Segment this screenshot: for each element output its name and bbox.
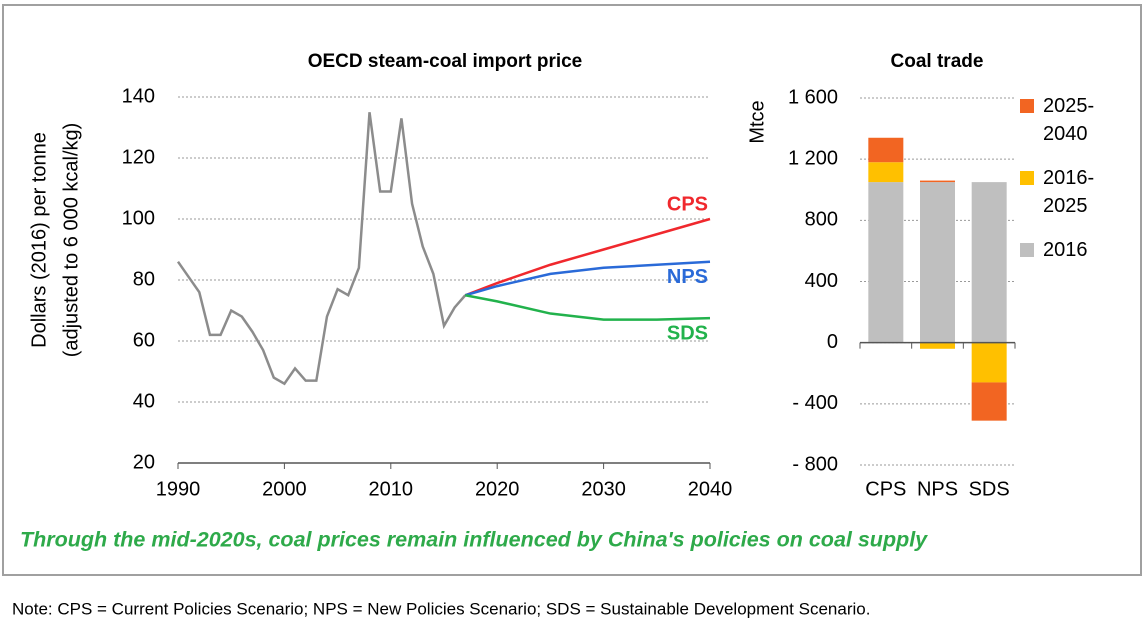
y-tick-label: 60 bbox=[133, 329, 155, 351]
series-line bbox=[464, 260, 711, 297]
y-tick-label: - 400 bbox=[792, 392, 838, 414]
bar-segment bbox=[920, 180, 955, 183]
series-label: CPS bbox=[667, 193, 708, 215]
bar-segment bbox=[971, 382, 1007, 421]
series-label: NPS bbox=[667, 266, 708, 288]
x-tick-label: CPS bbox=[865, 478, 906, 500]
legend-swatch bbox=[1020, 243, 1034, 257]
x-tick-label: 2040 bbox=[688, 478, 733, 500]
frame bbox=[2, 4, 1142, 576]
x-tick-label: 2010 bbox=[369, 478, 414, 500]
legend-label: 2016-2025 bbox=[1043, 167, 1095, 217]
y-tick-label: 140 bbox=[122, 85, 155, 107]
y-tick-label: 0 bbox=[827, 331, 838, 353]
y-axis-label: Dollars (2016) per tonne bbox=[28, 132, 50, 348]
y-tick-label: 400 bbox=[805, 270, 838, 292]
x-tick-label: 1990 bbox=[156, 478, 201, 500]
x-tick-label: NPS bbox=[917, 478, 958, 500]
bar-segment bbox=[971, 182, 1007, 343]
series-line bbox=[465, 294, 711, 321]
y-tick-label: 120 bbox=[122, 146, 155, 168]
left-title: OECD steam-coal import price bbox=[308, 51, 583, 72]
series-line bbox=[464, 217, 711, 297]
y-tick-label: 80 bbox=[133, 268, 155, 290]
note: Note: CPS = Current Policies Scenario; N… bbox=[12, 599, 870, 618]
x-tick-label: SDS bbox=[969, 478, 1010, 500]
legend-swatch bbox=[1020, 99, 1034, 113]
y-axis-label: Mtce bbox=[746, 100, 768, 143]
bar-segment bbox=[920, 182, 955, 343]
bar-segment bbox=[971, 342, 1007, 383]
y-axis-label: (adjusted to 6 000 kcal/kg) bbox=[60, 123, 82, 358]
y-tick-label: 800 bbox=[805, 209, 838, 231]
series-line bbox=[176, 112, 467, 386]
bar-segment bbox=[868, 182, 904, 343]
right-title: Coal trade bbox=[891, 51, 984, 72]
legend-swatch bbox=[1020, 171, 1034, 185]
y-tick-label: 40 bbox=[133, 390, 155, 412]
bar-segment bbox=[920, 342, 955, 349]
x-tick-label: 2030 bbox=[581, 478, 626, 500]
x-tick-label: 2000 bbox=[262, 478, 307, 500]
caption: Through the mid-2020s, coal prices remai… bbox=[20, 528, 928, 552]
legend-label: 2016 bbox=[1043, 239, 1088, 261]
legend-label: 2025-2040 bbox=[1043, 95, 1095, 145]
y-tick-label: - 800 bbox=[792, 453, 838, 475]
series-label: SDS bbox=[667, 322, 708, 344]
x-tick-label: 2020 bbox=[475, 478, 520, 500]
bar-segment bbox=[868, 162, 904, 183]
y-tick-label: 1 600 bbox=[788, 86, 838, 108]
y-tick-label: 100 bbox=[122, 207, 155, 229]
bar-segment bbox=[868, 137, 904, 163]
y-tick-label: 20 bbox=[133, 451, 155, 473]
y-tick-label: 1 200 bbox=[788, 147, 838, 169]
